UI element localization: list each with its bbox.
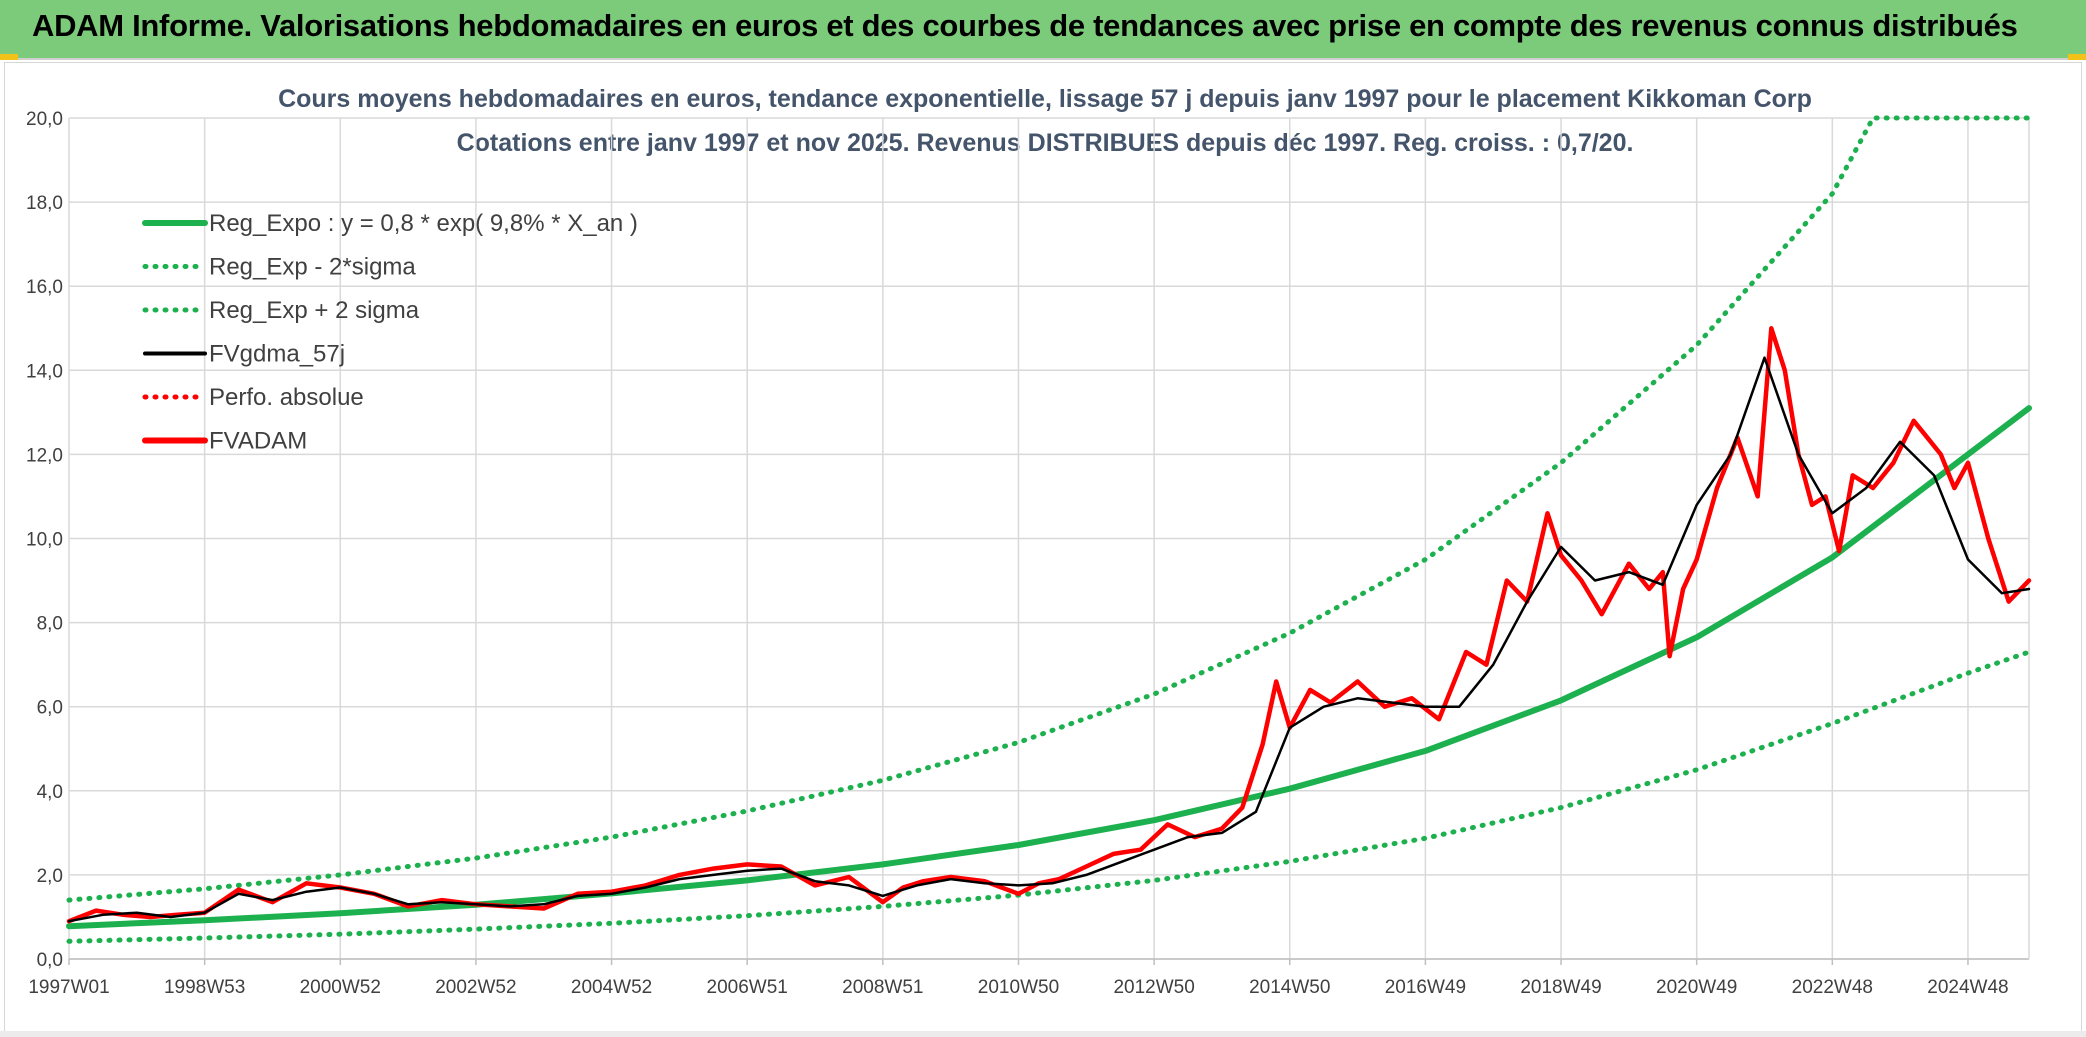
chart-frame: Cours moyens hebdomadaires en euros, ten… — [4, 62, 2082, 1032]
x-tick-label: 2014W50 — [1249, 977, 1330, 998]
corner-marker-left — [0, 54, 18, 60]
x-tick-label: 2018W49 — [1520, 977, 1601, 998]
chart-title: Cours moyens hebdomadaires en euros, ten… — [278, 85, 1812, 113]
chart-subtitle: Cotations entre janv 1997 et nov 2025. R… — [457, 129, 1634, 157]
x-tick-label: 2016W49 — [1385, 977, 1466, 998]
x-tick-label: 2004W52 — [571, 977, 652, 998]
x-tick-label: 1997W01 — [28, 977, 109, 998]
fvadam-line — [69, 328, 2029, 921]
legend-label: Perfo. absolue — [209, 384, 364, 411]
x-tick-label: 2000W52 — [300, 977, 381, 998]
corner-marker-right — [2068, 54, 2086, 60]
report-title: ADAM Informe. Valorisations hebdomadaire… — [32, 8, 2018, 44]
y-tick-label: 12,0 — [26, 445, 63, 466]
y-tick-label: 20,0 — [26, 109, 63, 130]
x-tick-label: 2002W52 — [435, 977, 516, 998]
legend-label: Reg_Exp + 2 sigma — [209, 297, 420, 324]
x-tick-label: 2024W48 — [1927, 977, 2008, 998]
x-tick-label: 1998W53 — [164, 977, 245, 998]
x-tick-label: 2010W50 — [978, 977, 1059, 998]
x-tick-label: 2006W51 — [707, 977, 788, 998]
reg-minus-2sigma-line — [69, 652, 2029, 941]
y-tick-label: 0,0 — [37, 950, 63, 971]
x-tick-label: 2022W48 — [1792, 977, 1873, 998]
y-tick-label: 4,0 — [37, 782, 63, 803]
report-header: ADAM Informe. Valorisations hebdomadaire… — [0, 0, 2086, 60]
y-tick-label: 10,0 — [26, 530, 63, 551]
bottom-strip — [0, 1031, 2086, 1037]
reg-expo-line — [69, 408, 2029, 926]
x-tick-label: 2008W51 — [842, 977, 923, 998]
y-tick-label: 2,0 — [37, 866, 63, 887]
y-tick-label: 6,0 — [37, 698, 63, 719]
legend-label: Reg_Expo : y = 0,8 * exp( 9,8% * X_an ) — [209, 210, 638, 237]
y-tick-label: 8,0 — [37, 614, 63, 635]
x-tick-label: 2012W50 — [1113, 977, 1194, 998]
y-tick-label: 14,0 — [26, 361, 63, 382]
legend-label: FVADAM — [209, 428, 307, 455]
line-chart: Cours moyens hebdomadaires en euros, ten… — [5, 63, 2081, 1031]
y-tick-label: 18,0 — [26, 193, 63, 214]
x-tick-label: 2020W49 — [1656, 977, 1737, 998]
legend-label: FVgdma_57j — [209, 341, 345, 368]
y-tick-label: 16,0 — [26, 277, 63, 298]
legend-label: Reg_Exp - 2*sigma — [209, 254, 416, 281]
